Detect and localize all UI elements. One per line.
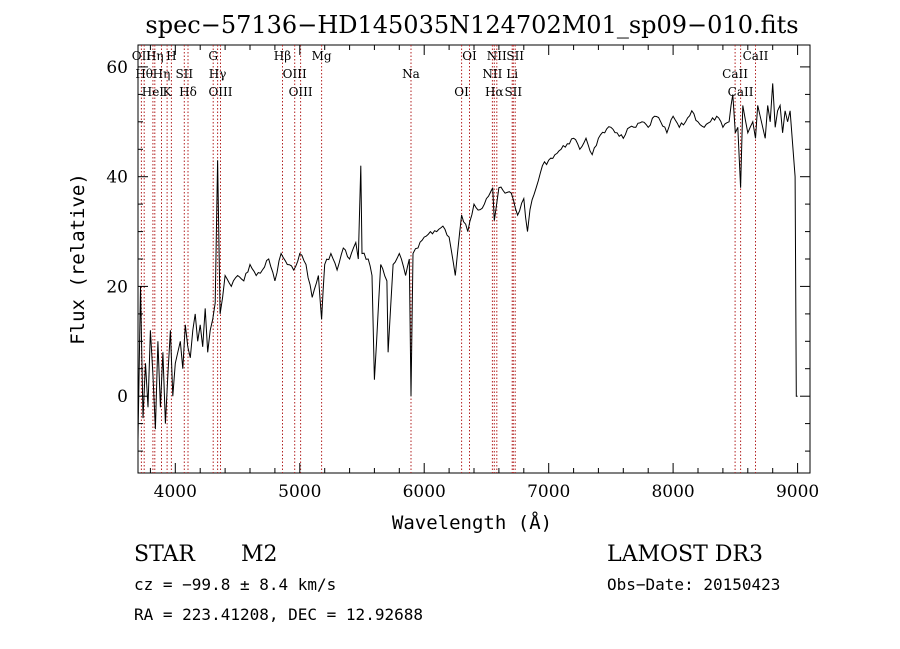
x-tick-label: 7000 [527,482,570,502]
object-class: STAR [134,542,196,567]
x-tick-label: 8000 [651,482,694,502]
survey-name: LAMOST DR3 [607,542,763,567]
x-tick-label: 9000 [776,482,819,502]
spectral-line-label-5: K [163,85,173,99]
spectral-line-label-2: HeI [142,85,165,99]
y-axis-label: Flux (relative) [67,173,89,345]
x-tick-label: 5000 [278,482,321,502]
spectral-line-label-15: Mg [312,49,332,63]
spectral-line-label-21: NII [487,49,507,63]
spectral-line-label-11: OIII [208,85,232,99]
spectral-line-label-0: OII [132,49,152,63]
x-tick-label: 4000 [154,482,197,502]
axis-tick-labels: 4000 5000 6000 7000 8000 9000 0 20 40 60 [106,58,819,502]
spectral-line-label-13: OIII [283,67,307,81]
spectral-line-label-22: Li [506,67,518,81]
spectral-line-label-27: CaII [743,49,769,63]
spectral-line-label-19: NII [482,67,502,81]
spectral-line-label-17: OI [454,85,469,99]
spectral-line-label-7: SII [175,67,193,81]
y-tick-label: 40 [106,168,128,188]
spectral-line-markers [140,45,756,473]
spectral-line-label-9: G [208,49,218,63]
spectral-line-label-6: H [166,49,176,63]
axis-ticks [138,45,810,473]
object-subclass: M2 [241,542,278,567]
ra-dec-coordinates: RA = 223.41208, DEC = 12.92688 [134,605,423,624]
x-tick-label: 6000 [403,482,446,502]
spectral-line-label-12: Hβ [274,49,291,63]
y-tick-label: 0 [117,387,128,407]
spectral-line-label-23: SII [504,85,522,99]
spectral-line-label-3: Hη [146,49,164,63]
spectral-line-label-26: CaII [728,85,754,99]
y-tick-label: 20 [106,277,128,297]
spectral-line-label-1: Hθ [135,67,153,81]
spectral-line-label-20: Hα [485,85,504,99]
spectral-line-label-8: Hδ [179,85,197,99]
spectral-line-labels: OII Hθ HeI Hη Hη K H SII Hδ G Hγ OIII Hβ OIII OIII Mg Na… [132,49,769,99]
x-axis-label: Wavelength (Å) [392,511,552,534]
spectral-line-label-4: Hη [153,67,171,81]
observation-date: Obs−Date: 20150423 [607,575,780,594]
plot-frame [137,44,811,474]
y-tick-label: 60 [106,58,128,78]
spectral-line-label-24: SII [506,49,524,63]
redshift-cz: cz = −99.8 ± 8.4 km/s [134,575,336,594]
spectral-line-label-16: Na [402,67,420,81]
spectral-line-label-25: CaII [722,67,748,81]
spectral-line-label-18: OI [462,49,477,63]
chart-title: spec−57136−HD145035N124702M01_sp09−010.f… [145,11,798,39]
spectral-line-label-14: OIII [289,85,313,99]
spectral-line-label-10: Hγ [209,67,227,81]
spectrum-series-line [137,83,798,441]
